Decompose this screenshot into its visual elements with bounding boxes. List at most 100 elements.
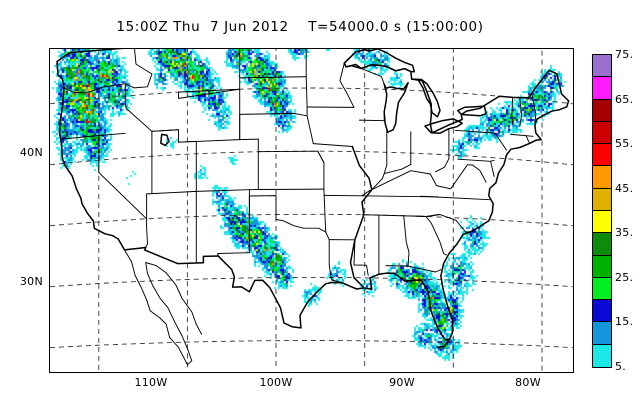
border-s-sc-ga [425, 216, 447, 256]
border-s-ct-ma [510, 133, 534, 137]
axis-label-lat-40n: 40N [19, 146, 43, 159]
border-s-ok-ar [323, 188, 327, 233]
border-s-md-va [472, 164, 487, 183]
border-great-salt-lake [160, 133, 170, 147]
border-baja [124, 249, 188, 366]
border-great-lakes-superior [343, 49, 416, 73]
colorbar-tick-75: 75. [615, 48, 634, 61]
border-s-mo-ia [312, 143, 353, 147]
border-s-il-in [381, 129, 388, 180]
colorbar-swatch-10 [593, 144, 611, 167]
border-s-pa-ny [454, 129, 501, 142]
colorbar-swatch-4 [593, 277, 611, 301]
border-s-de-md [490, 160, 495, 177]
border-s-la-gulf [331, 279, 343, 284]
colorbar-swatch-6 [593, 233, 611, 256]
axis-label-lon-100w: 100W [259, 376, 293, 389]
border-s-ga-fl [407, 265, 442, 273]
border-s-ks-mo-s [317, 150, 325, 164]
border-s-mt-wy [178, 88, 241, 93]
border-gulf-of-california [145, 262, 203, 366]
reflectivity-field [50, 49, 573, 372]
border-s-wv-va [436, 164, 474, 190]
border-s-ma-ri [525, 135, 531, 144]
colorbar-swatch-3 [593, 300, 611, 323]
border-west-coast [56, 60, 126, 251]
colorbar-swatch-7 [593, 210, 611, 234]
border-s-or-ca-nv [61, 132, 126, 140]
colorbar-tick-5: 5. [615, 360, 627, 373]
colorbar-tick-labels: 75. 65. 55. 45. 35. 25. 15. 5. [615, 48, 640, 378]
border-s-mi-wi [360, 67, 385, 85]
colorbar-swatch-9 [593, 166, 611, 189]
border-s-oh-wv-pa [435, 129, 450, 173]
border-s-al-fl-pan [385, 265, 409, 267]
colorbar-swatch-8 [593, 188, 611, 211]
border-s-nd-sd [239, 76, 307, 79]
border-s-ny-vt [511, 96, 514, 126]
border-s-ar-ms-w [354, 214, 365, 241]
border-great-lakes-erie [424, 118, 463, 134]
map-plot-area [49, 48, 574, 373]
border-s-nj-ny [499, 140, 507, 151]
colorbar-tick-15: 15. [615, 315, 634, 329]
border-east-coast [440, 69, 570, 277]
border-s-ok-tx [248, 195, 327, 233]
border-s-vt-nh [519, 97, 523, 127]
border-s-mn-wi [339, 62, 355, 108]
parallel-25n [50, 340, 573, 349]
axis-label-lon-90w: 90W [389, 376, 415, 389]
colorbar-swatch-14 [593, 55, 611, 78]
parallel-30n [50, 276, 573, 288]
border-s-ut-id [151, 129, 179, 132]
border-s-pa-md [457, 158, 495, 162]
border-s-va-nc [420, 195, 491, 201]
border-s-wi-il [358, 119, 385, 122]
axis-label-lon-110w: 110W [134, 376, 168, 389]
border-s-il-ia-mo [351, 146, 360, 166]
border-s-wy-co [178, 138, 259, 143]
colorbar-swatch-11 [593, 121, 611, 145]
colorbar-tick-55: 55. [615, 137, 634, 151]
colorbar-swatch-12 [593, 99, 611, 122]
parallel-45n [50, 87, 573, 105]
geography-overlay [50, 49, 573, 371]
colorbar-swatch-1 [593, 344, 611, 367]
border-s-nh-me [531, 95, 537, 124]
colorbar-tick-45: 45. [615, 181, 634, 195]
colorbar-tick-25: 25. [615, 270, 634, 284]
border-s-mt-id [124, 49, 153, 89]
border-s-ne-ks [257, 150, 319, 153]
border-great-lakes-huron [410, 78, 441, 118]
border-s-nm-tx [217, 189, 250, 257]
border-s-fl-keys [436, 338, 451, 348]
colorbar-swatch-13 [593, 77, 611, 100]
border-mexico-border [123, 246, 302, 329]
colorbar-swatch-2 [593, 322, 611, 345]
axis-label-lon-80w: 80W [515, 376, 541, 389]
state-and-coast-borders [56, 49, 570, 366]
border-s-tx-la [325, 231, 333, 281]
border-s-wy-north [178, 88, 241, 99]
parallel-35n [50, 213, 573, 227]
border-gulf-coast [299, 272, 454, 341]
colorbar [592, 54, 612, 368]
border-s-ky-tn-w [361, 190, 370, 197]
border-great-lakes-ontario [457, 105, 487, 117]
border-s-mn-nd-sd [305, 76, 308, 117]
border-s-sd-ne [239, 112, 308, 117]
border-s-la-ms [353, 239, 369, 276]
border-s-wa-or [62, 83, 126, 93]
colorbar-tick-35: 35. [615, 226, 634, 240]
colorbar-swatch-5 [593, 255, 611, 278]
lat-lon-graticule [50, 49, 573, 371]
border-s-ky-va [368, 170, 437, 192]
axis-label-lat-30n: 30N [19, 275, 43, 288]
border-s-nv-ut-az [146, 130, 153, 220]
border-s-ky-oh-in [383, 163, 412, 175]
colorbar-tick-65: 65. [615, 92, 634, 106]
border-s-nc-sc [425, 214, 467, 233]
border-s-ny-north [488, 95, 500, 104]
border-great-lakes-michigan [383, 81, 409, 133]
